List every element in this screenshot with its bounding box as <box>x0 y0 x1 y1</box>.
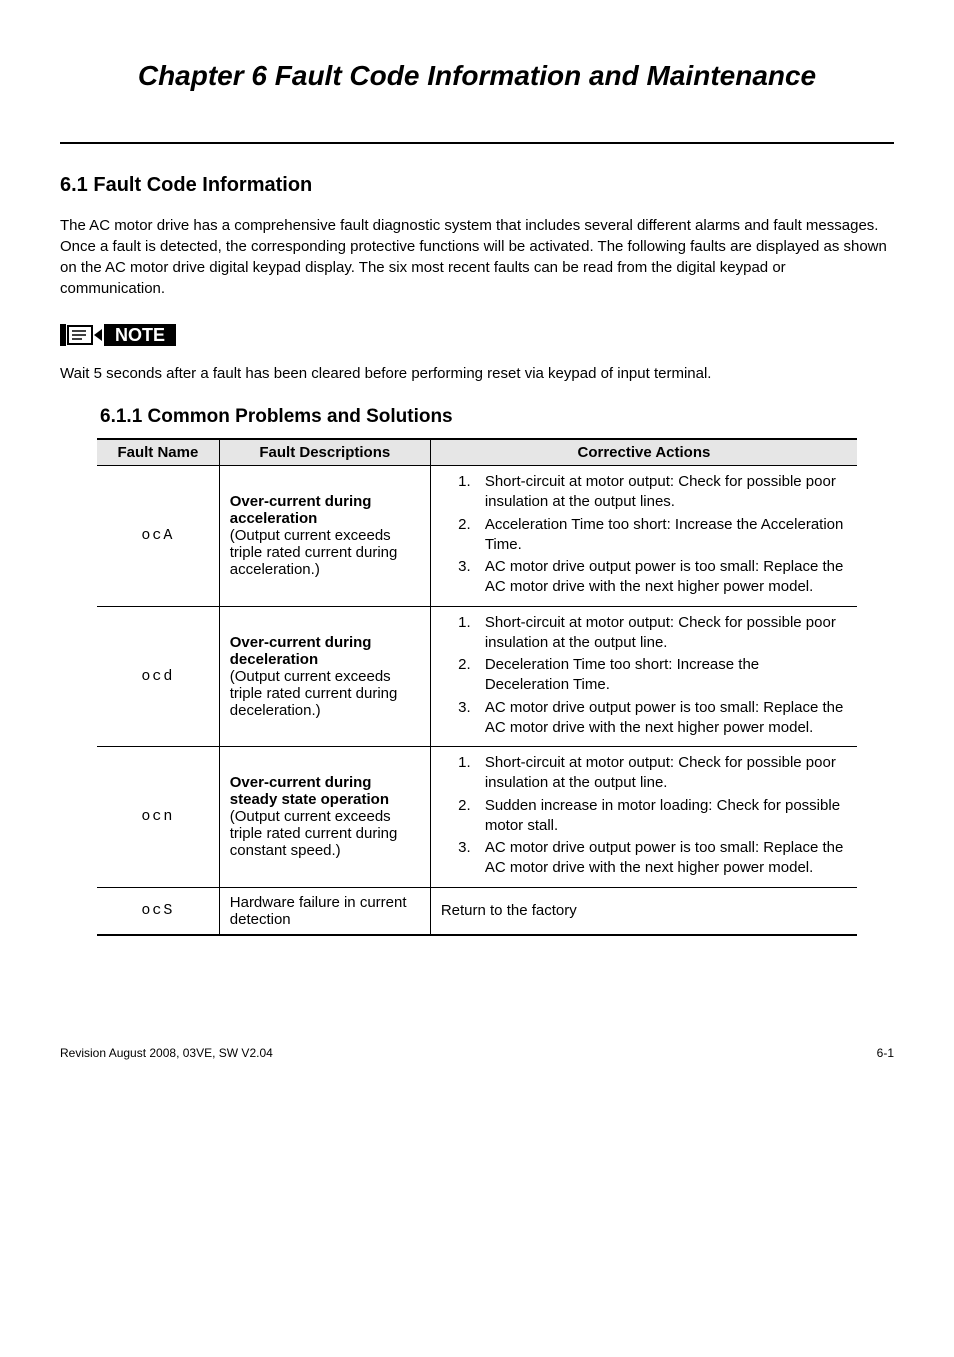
table-row: ocS Hardware failure in current detectio… <box>97 887 857 935</box>
corrective-list: Short-circuit at motor output: Check for… <box>441 613 847 739</box>
footer-right: 6-1 <box>877 1046 894 1060</box>
fault-desc-rest: (Output current exceeds triple rated cur… <box>230 527 398 578</box>
corrective-cell: Short-circuit at motor output: Check for… <box>430 606 857 747</box>
section-title-text: Fault Code Information <box>93 174 312 196</box>
divider <box>60 142 894 144</box>
fault-desc-cell: Over-current during deceleration (Output… <box>219 606 430 747</box>
note-icon: NOTE <box>60 319 180 355</box>
subsection-number: 6.1.1 <box>100 406 142 427</box>
section-title: 6.1 Fault Code Information <box>60 174 894 197</box>
note-label: NOTE <box>115 325 165 345</box>
fault-desc-cell: Over-current during acceleration (Output… <box>219 466 430 607</box>
fault-name-cell: ocd <box>97 606 219 747</box>
fault-name-cell: ocA <box>97 466 219 607</box>
corrective-list: Short-circuit at motor output: Check for… <box>441 753 847 879</box>
corrective-item: Deceleration Time too short: Increase th… <box>475 655 847 696</box>
fault-desc-cell: Hardware failure in current detection <box>219 887 430 935</box>
corrective-item: Short-circuit at motor output: Check for… <box>475 613 847 654</box>
header-fault-name: Fault Name <box>97 439 219 466</box>
header-corrective: Corrective Actions <box>430 439 857 466</box>
corrective-item: AC motor drive output power is too small… <box>475 838 847 879</box>
fault-desc-bold: Over-current during acceleration <box>230 493 372 527</box>
fault-desc-rest: (Output current exceeds triple rated cur… <box>230 808 398 859</box>
corrective-item: AC motor drive output power is too small… <box>475 698 847 739</box>
intro-text: The AC motor drive has a comprehensive f… <box>60 215 894 299</box>
corrective-item: AC motor drive output power is too small… <box>475 557 847 598</box>
footer-left: Revision August 2008, 03VE, SW V2.04 <box>60 1046 273 1060</box>
fault-name-cell: ocn <box>97 747 219 888</box>
fault-table: Fault Name Fault Descriptions Corrective… <box>97 438 857 936</box>
fault-desc-cell: Over-current during steady state operati… <box>219 747 430 888</box>
fault-name-cell: ocS <box>97 887 219 935</box>
note-text: Wait 5 seconds after a fault has been cl… <box>60 363 894 384</box>
corrective-list: Short-circuit at motor output: Check for… <box>441 472 847 598</box>
subsection-title-text: Common Problems and Solutions <box>148 406 453 427</box>
table-row: ocd Over-current during deceleration (Ou… <box>97 606 857 747</box>
header-fault-desc: Fault Descriptions <box>219 439 430 466</box>
corrective-item: Short-circuit at motor output: Check for… <box>475 472 847 513</box>
corrective-item: Short-circuit at motor output: Check for… <box>475 753 847 794</box>
chapter-title: Chapter 6 Fault Code Information and Mai… <box>60 60 894 92</box>
table-header-row: Fault Name Fault Descriptions Corrective… <box>97 439 857 466</box>
corrective-cell: Return to the factory <box>430 887 857 935</box>
fault-desc-bold: Over-current during deceleration <box>230 634 372 668</box>
table-row: ocn Over-current during steady state ope… <box>97 747 857 888</box>
corrective-cell: Short-circuit at motor output: Check for… <box>430 466 857 607</box>
fault-desc-rest: (Output current exceeds triple rated cur… <box>230 668 398 719</box>
corrective-item: Acceleration Time too short: Increase th… <box>475 515 847 556</box>
subsection-title: 6.1.1 Common Problems and Solutions <box>100 406 894 428</box>
corrective-item: Sudden increase in motor loading: Check … <box>475 796 847 837</box>
page-footer: Revision August 2008, 03VE, SW V2.04 6-1 <box>60 1046 894 1060</box>
section-number: 6.1 <box>60 174 88 196</box>
corrective-cell: Short-circuit at motor output: Check for… <box>430 747 857 888</box>
table-row: ocA Over-current during acceleration (Ou… <box>97 466 857 607</box>
fault-desc-bold: Over-current during steady state operati… <box>230 774 389 808</box>
